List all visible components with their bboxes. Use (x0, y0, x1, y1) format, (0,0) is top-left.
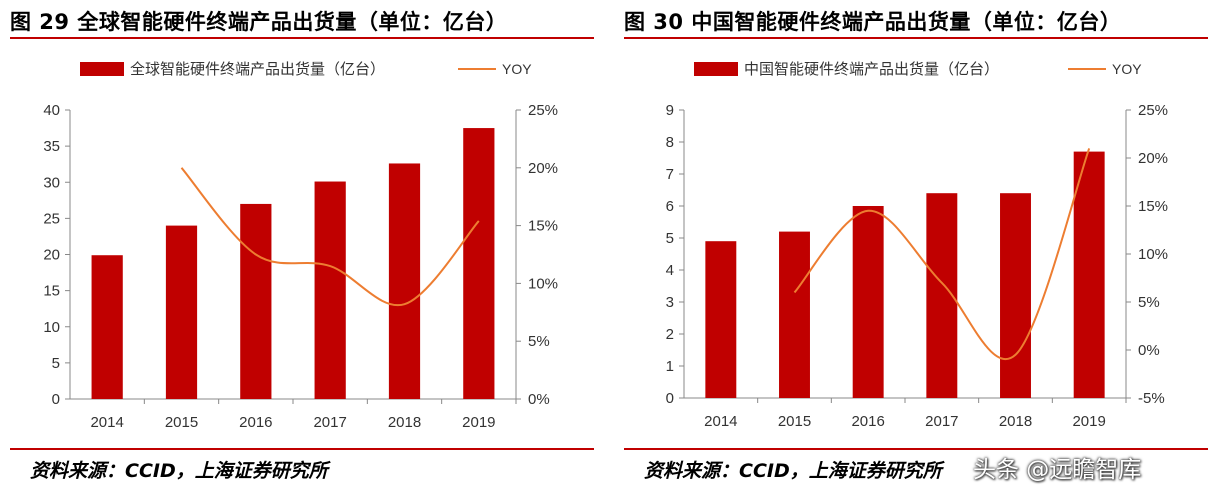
x-tick-label: 2014 (704, 413, 737, 430)
legend: 全球智能硬件终端产品出货量（亿台） YOY (80, 60, 532, 78)
legend-line-label: YOY (502, 61, 532, 77)
figure-title: 图 30 中国智能硬件终端产品出货量（单位：亿台） (624, 10, 1122, 34)
bar-2015 (779, 231, 810, 398)
left-tick-label: 0 (666, 390, 674, 407)
left-tick-label: 5 (666, 230, 674, 247)
bar-2019 (463, 128, 495, 399)
watermark: 头条 @远瞻智库 (973, 457, 1142, 483)
bar-2016 (240, 203, 272, 399)
right-tick-label: 15% (528, 218, 558, 235)
left-tick-label: 0 (52, 391, 60, 408)
panel-global: 图 29 全球智能硬件终端产品出货量（单位：亿台） 全球智能硬件终端产品出货量（… (10, 0, 594, 495)
x-tick-label: 2019 (462, 414, 495, 431)
bar-2017 (314, 181, 346, 399)
x-tick-label: 2015 (165, 414, 198, 431)
bar-2015 (165, 225, 198, 399)
figure-title: 图 29 全球智能硬件终端产品出货量（单位：亿台） (10, 10, 508, 34)
x-tick-label: 2017 (313, 414, 346, 431)
left-tick-label: 35 (43, 138, 60, 155)
bar-2014 (705, 241, 737, 398)
right-tick-label: 25% (1138, 102, 1168, 119)
left-tick-label: 6 (666, 198, 674, 215)
x-tick-label: 2018 (999, 413, 1032, 430)
x-tick-label: 2018 (388, 414, 421, 431)
china-shipments-chart: 中国智能硬件终端产品出货量（亿台） YOY 0 1 2 3 4 5 6 7 8 9 -5% 0% 5% 10%… (666, 60, 1168, 430)
left-tick-label: 3 (666, 294, 674, 311)
source-note: 资料来源：CCID，上海证券研究所 (644, 460, 942, 482)
left-tick-label: 20 (43, 247, 60, 264)
left-tick-label: 10 (43, 319, 60, 336)
source-divider (10, 448, 594, 450)
right-tick-label: 15% (1138, 198, 1168, 215)
title-divider (624, 37, 1208, 39)
x-tick-label: 2015 (778, 413, 811, 430)
left-tick-label: 40 (43, 102, 60, 119)
left-tick-label: 4 (666, 262, 674, 279)
left-tick-label: 5 (52, 355, 60, 372)
right-tick-label: 10% (1138, 246, 1168, 263)
source-divider (624, 448, 1208, 450)
x-tick-label: 2019 (1072, 413, 1105, 430)
x-tick-label: 2014 (90, 414, 123, 431)
right-tick-label: 5% (1138, 294, 1160, 311)
yoy-line (793, 148, 1091, 360)
x-tick-label: 2016 (239, 414, 272, 431)
bar-2016 (852, 206, 884, 398)
right-tick-label: 5% (528, 333, 550, 350)
left-tick-label: 8 (666, 134, 674, 151)
right-tick-label: -5% (1138, 390, 1165, 407)
right-tick-label: 0% (1138, 342, 1160, 359)
source-note: 资料来源：CCID，上海证券研究所 (30, 460, 328, 482)
left-tick-label: 25 (43, 210, 60, 227)
legend-bar-label: 全球智能硬件终端产品出货量（亿台） (130, 60, 385, 78)
legend-bar-swatch (80, 62, 124, 76)
right-tick-label: 10% (528, 275, 558, 292)
global-shipments-chart: 全球智能硬件终端产品出货量（亿台） YOY 0 5 10 15 20 25 30 35 40 0% 5%… (43, 60, 558, 431)
right-tick-label: 25% (528, 102, 558, 119)
legend-line-label: YOY (1112, 61, 1142, 77)
left-tick-label: 2 (666, 326, 674, 343)
right-tick-label: 20% (1138, 150, 1168, 167)
x-tick-label: 2017 (925, 413, 958, 430)
left-tick-label: 1 (666, 358, 674, 375)
right-tick-label: 20% (528, 160, 558, 177)
bar-2018 (1000, 193, 1031, 398)
panel-china: 图 30 中国智能硬件终端产品出货量（单位：亿台） 中国智能硬件终端产品出货量（… (624, 0, 1208, 495)
legend-bar-label: 中国智能硬件终端产品出货量（亿台） (744, 60, 999, 78)
title-divider (10, 37, 594, 39)
bar-2018 (388, 163, 421, 399)
left-tick-label: 30 (43, 174, 60, 191)
legend: 中国智能硬件终端产品出货量（亿台） YOY (694, 60, 1142, 78)
bar-2014 (91, 255, 123, 399)
left-tick-label: 9 (666, 102, 674, 119)
bar-2019 (1073, 151, 1105, 398)
x-tick-label: 2016 (851, 413, 884, 430)
legend-bar-swatch (694, 62, 738, 76)
left-tick-label: 7 (666, 166, 674, 183)
right-tick-label: 0% (528, 391, 550, 408)
left-tick-label: 15 (43, 283, 60, 300)
